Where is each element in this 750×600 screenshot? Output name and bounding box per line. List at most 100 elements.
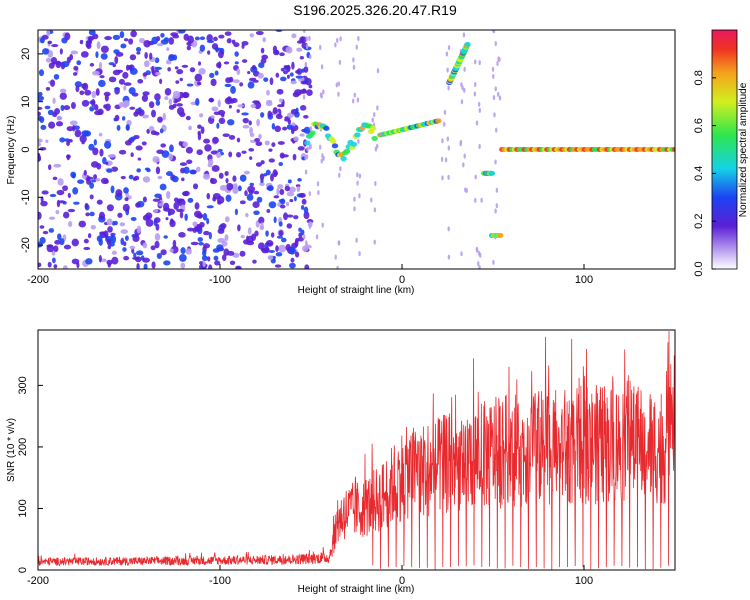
heatmap-feature xyxy=(343,148,351,154)
heatmap-noise xyxy=(226,182,234,191)
x-tick-label: -200 xyxy=(27,274,49,286)
heatmap-noise xyxy=(264,246,270,254)
heatmap-noise xyxy=(124,140,132,146)
heatmap-noise xyxy=(229,260,236,265)
heatmap-noise xyxy=(218,50,224,59)
heatmap-noise xyxy=(254,230,259,237)
heatmap-noise xyxy=(47,109,54,116)
heatmap-noise xyxy=(214,70,219,76)
heatmap-noise xyxy=(249,182,255,187)
heatmap-noise xyxy=(40,37,45,44)
heatmap-noise xyxy=(108,76,117,83)
heatmap-noise xyxy=(121,116,126,121)
heatmap-noise xyxy=(149,52,153,60)
heatmap-noise xyxy=(106,168,113,173)
heatmap-noise xyxy=(297,237,304,242)
heatmap-noise xyxy=(479,252,482,258)
heatmap-noise xyxy=(276,187,280,196)
heatmap-noise xyxy=(135,46,142,52)
heatmap-noise xyxy=(478,107,481,113)
heatmap-noise xyxy=(279,188,285,195)
heatmap-noise xyxy=(460,251,463,257)
heatmap-noise xyxy=(241,43,245,49)
heatmap-noise xyxy=(304,169,308,175)
heatmap-noise xyxy=(52,257,56,264)
heatmap-noise xyxy=(217,148,223,153)
heatmap-noise xyxy=(462,32,466,38)
heatmap-noise xyxy=(106,259,113,266)
x-tick-label: 0 xyxy=(399,575,405,587)
heatmap-noise xyxy=(152,156,160,163)
heatmap-feature xyxy=(497,233,504,239)
heatmap-noise xyxy=(85,258,93,265)
heatmap-noise xyxy=(48,216,56,220)
heatmap-noise xyxy=(142,72,148,77)
heatmap-noise xyxy=(59,92,67,100)
heatmap-noise xyxy=(66,126,74,132)
heatmap-noise xyxy=(92,147,99,156)
heatmap-noise xyxy=(492,259,495,265)
heatmap-noise xyxy=(255,162,263,167)
heatmap-noise xyxy=(473,81,477,87)
heatmap-noise xyxy=(178,253,187,262)
heatmap-noise xyxy=(463,87,466,93)
heatmap-noise xyxy=(265,230,269,237)
heatmap-noise xyxy=(251,64,257,71)
heatmap-noise xyxy=(61,61,70,68)
heatmap-noise xyxy=(93,139,97,146)
heatmap-noise xyxy=(168,37,175,45)
heatmap-noise xyxy=(338,172,341,178)
heatmap-noise xyxy=(197,132,202,141)
heatmap-noise xyxy=(104,35,113,41)
heatmap-noise xyxy=(91,99,96,107)
heatmap-noise xyxy=(168,104,175,110)
heatmap-noise xyxy=(151,261,156,269)
heatmap-noise xyxy=(443,121,446,127)
heatmap-noise xyxy=(224,31,232,36)
heatmap-noise xyxy=(474,197,477,203)
heatmap-noise xyxy=(306,146,309,152)
heatmap-noise xyxy=(119,31,125,39)
heatmap-noise xyxy=(170,32,178,37)
heatmap-feature xyxy=(330,138,337,144)
heatmap-noise xyxy=(103,104,108,109)
y-tick-label: 10 xyxy=(20,96,32,108)
heatmap-noise xyxy=(252,79,259,83)
heatmap-noise xyxy=(495,203,499,209)
heatmap-noise xyxy=(210,150,219,155)
heatmap-noise xyxy=(176,69,184,75)
heatmap-noise xyxy=(152,198,160,202)
heatmap-noise xyxy=(173,201,180,210)
heatmap-noise xyxy=(90,161,99,168)
heatmap-noise xyxy=(255,30,264,36)
heatmap-noise xyxy=(206,205,214,209)
heatmap-noise xyxy=(263,77,269,82)
heatmap-noise xyxy=(93,174,98,180)
heatmap-noise xyxy=(186,159,193,164)
heatmap-noise xyxy=(47,40,53,45)
heatmap-noise xyxy=(187,35,194,44)
heatmap-noise xyxy=(130,136,136,141)
colorbar-label: Normalized spectral amplitude xyxy=(738,82,749,217)
heatmap-noise xyxy=(39,236,46,244)
heatmap-noise xyxy=(258,133,262,140)
heatmap-noise xyxy=(47,261,52,268)
heatmap-noise xyxy=(259,173,265,181)
heatmap-noise xyxy=(278,221,283,227)
heatmap-noise xyxy=(100,258,107,263)
heatmap-noise xyxy=(357,138,360,144)
heatmap-noise xyxy=(236,266,240,269)
heatmap-noise xyxy=(289,199,294,203)
heatmap-noise xyxy=(110,185,115,194)
heatmap-noise xyxy=(70,102,76,110)
heatmap-noise xyxy=(42,48,50,55)
heatmap-noise xyxy=(114,87,120,91)
heatmap-noise xyxy=(298,192,306,198)
heatmap-noise xyxy=(241,112,249,116)
heatmap-noise xyxy=(123,255,130,261)
heatmap-feature xyxy=(435,118,442,124)
heatmap-noise xyxy=(495,187,499,193)
heatmap-noise xyxy=(95,178,101,182)
heatmap-noise xyxy=(98,61,103,70)
heatmap-noise xyxy=(208,158,214,166)
